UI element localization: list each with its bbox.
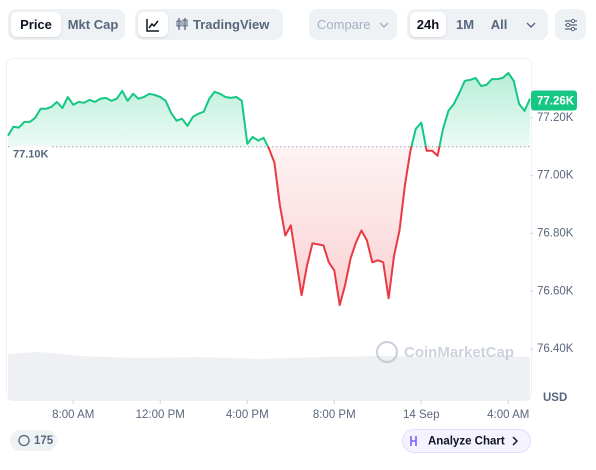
price-line	[7, 72, 531, 307]
analyze-icon	[410, 436, 417, 446]
settings-icon	[565, 18, 577, 32]
type-toggle: Price Mkt Cap	[8, 9, 125, 40]
analyze-chevron	[512, 436, 518, 446]
x-tick-label: 8:00 PM	[313, 409, 356, 421]
settings-button[interactable]	[555, 9, 586, 40]
chevron	[379, 22, 389, 28]
price-area	[8, 73, 530, 306]
baseline-label-bg	[10, 145, 50, 162]
y-tick-label: 76.60K	[537, 285, 574, 297]
volume-area	[8, 352, 530, 400]
range-24h[interactable]: 24h	[410, 12, 446, 37]
clock-icon	[18, 434, 30, 447]
x-tick-label: 4:00 PM	[226, 409, 269, 421]
range-all[interactable]: All	[490, 17, 508, 32]
candle-icon	[176, 18, 188, 30]
current-price-label: 77.26K	[537, 95, 575, 107]
range-1m[interactable]: 1M	[455, 17, 475, 32]
y-tick-label: 77.20K	[537, 112, 574, 124]
compare-label: Compare	[317, 12, 393, 37]
mktcap-tab[interactable]: Mkt Cap	[67, 17, 119, 32]
x-tick-label: 8:00 AM	[52, 409, 94, 421]
chevron	[526, 22, 536, 28]
range-toggle: 24h 1M All	[407, 9, 548, 40]
news-badge-bg	[10, 430, 57, 451]
x-tick-label: 4:00 AM	[487, 409, 529, 421]
analyze-label: Analyze Chart	[428, 436, 505, 448]
watermark-text: CoinMarketCap	[404, 344, 514, 361]
analyze-bg	[402, 429, 531, 453]
watermark-logo	[375, 340, 399, 364]
plot-frame	[6, 58, 532, 401]
x-tick-label: 12:00 PM	[136, 409, 185, 421]
chart-style: TradingView	[135, 9, 283, 40]
baseline-label: 77.10K	[13, 149, 49, 161]
tradingview-button[interactable]: TradingView	[175, 12, 279, 37]
news-count: 175	[34, 435, 54, 447]
range-more[interactable]	[519, 12, 543, 37]
compare-button[interactable]: Compare	[309, 9, 397, 40]
y-tick-label: 76.40K	[537, 343, 574, 355]
compare-text: Compare	[317, 17, 371, 32]
news-badge: 175	[10, 430, 57, 451]
tradingview-label: TradingView	[193, 17, 270, 32]
line-button[interactable]	[138, 12, 168, 37]
line-icon	[146, 19, 159, 32]
y-tick-label: 76.80K	[537, 227, 574, 239]
price-tab[interactable]: Price	[11, 12, 61, 37]
y-tick-label: 77.00K	[537, 170, 574, 182]
x-tick-label: 14 Sep	[403, 409, 439, 421]
current-price-tag	[531, 90, 577, 111]
analyze-button[interactable]: Analyze Chart	[402, 429, 531, 453]
watermark: CoinMarketCap	[375, 340, 514, 364]
y-unit: USD	[543, 392, 567, 404]
